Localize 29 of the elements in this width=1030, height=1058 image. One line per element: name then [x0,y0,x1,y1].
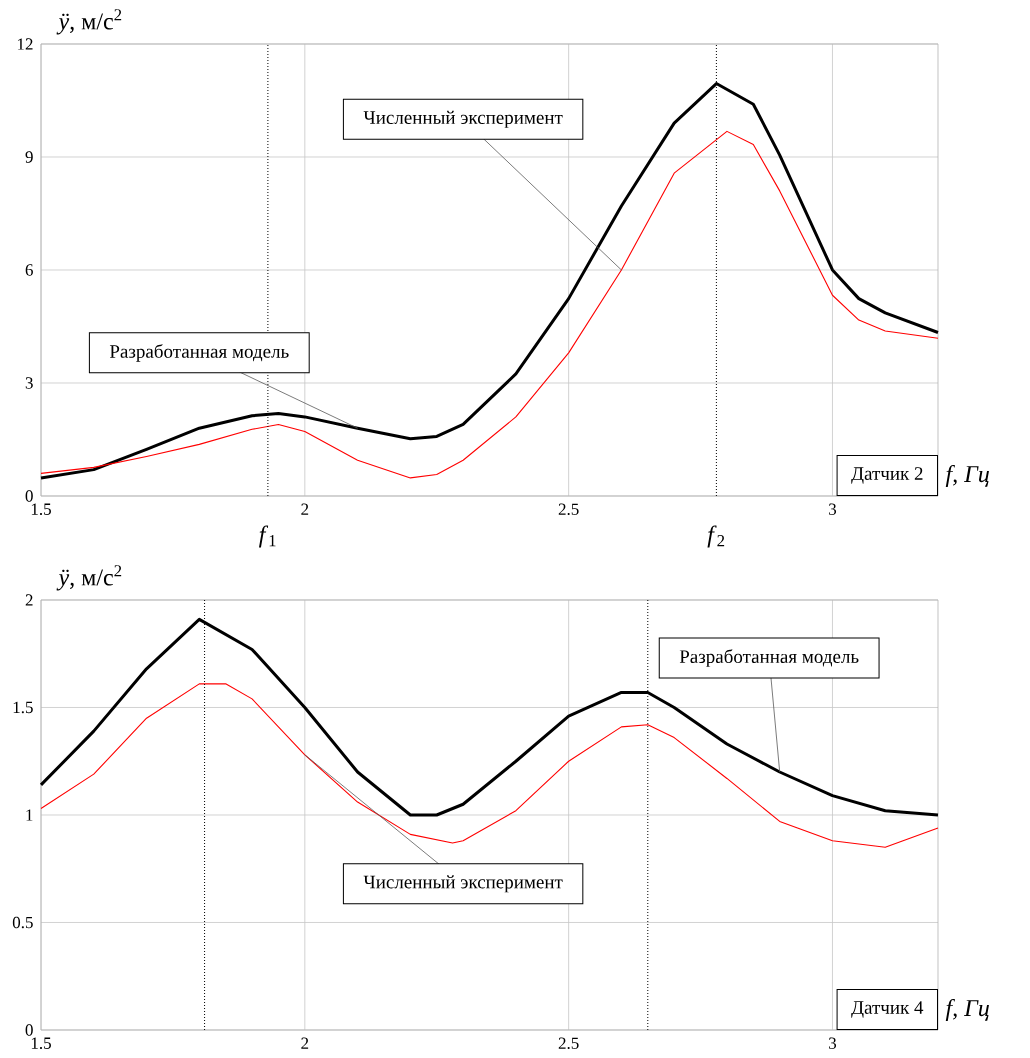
x-tick-label: 2 [301,503,309,515]
y-tick-label: 1.5 [13,701,33,714]
y-tick-label: 1 [26,809,33,821]
y-tick-label: 12 [17,38,33,50]
x-tick-label: 3 [829,503,837,515]
y-axis-title: ÿ, м/с$^{2}$ [56,565,122,591]
x-axis-title: f, Гц [945,999,989,1021]
x-tick-label: 2.5 [558,503,579,516]
y-axis-title: ÿ, м/с$^{2}$ [56,9,122,35]
y-tick-label: 3 [25,377,33,389]
y-tick-label: 0 [25,490,33,502]
text: Численный эксперимент [363,110,563,128]
line-series [40,683,939,848]
y-tick-label: 0 [25,1024,33,1036]
text: Разработанная модель [679,649,859,667]
text: Численный эксперимент [363,875,563,893]
y-tick-label: 0.5 [12,916,33,929]
y-tick-label: 9 [25,151,33,163]
ref-line-label: f$_{1}$ [258,525,276,548]
y-tick-label: 6 [25,264,33,276]
y-tick-label: 2 [25,594,33,606]
x-tick-label: 2.5 [558,1037,579,1050]
x-axis-title: f, Гц [945,465,989,487]
annotation: Датчик 2 [851,467,923,484]
annotation: Датчик 4 [851,1001,924,1018]
x-tick-label: 2 [301,1037,309,1049]
ref-line-label: f$_{2}$ [707,525,725,548]
x-tick-label: 3 [829,1037,837,1049]
text: Разработанная модель [109,344,289,362]
